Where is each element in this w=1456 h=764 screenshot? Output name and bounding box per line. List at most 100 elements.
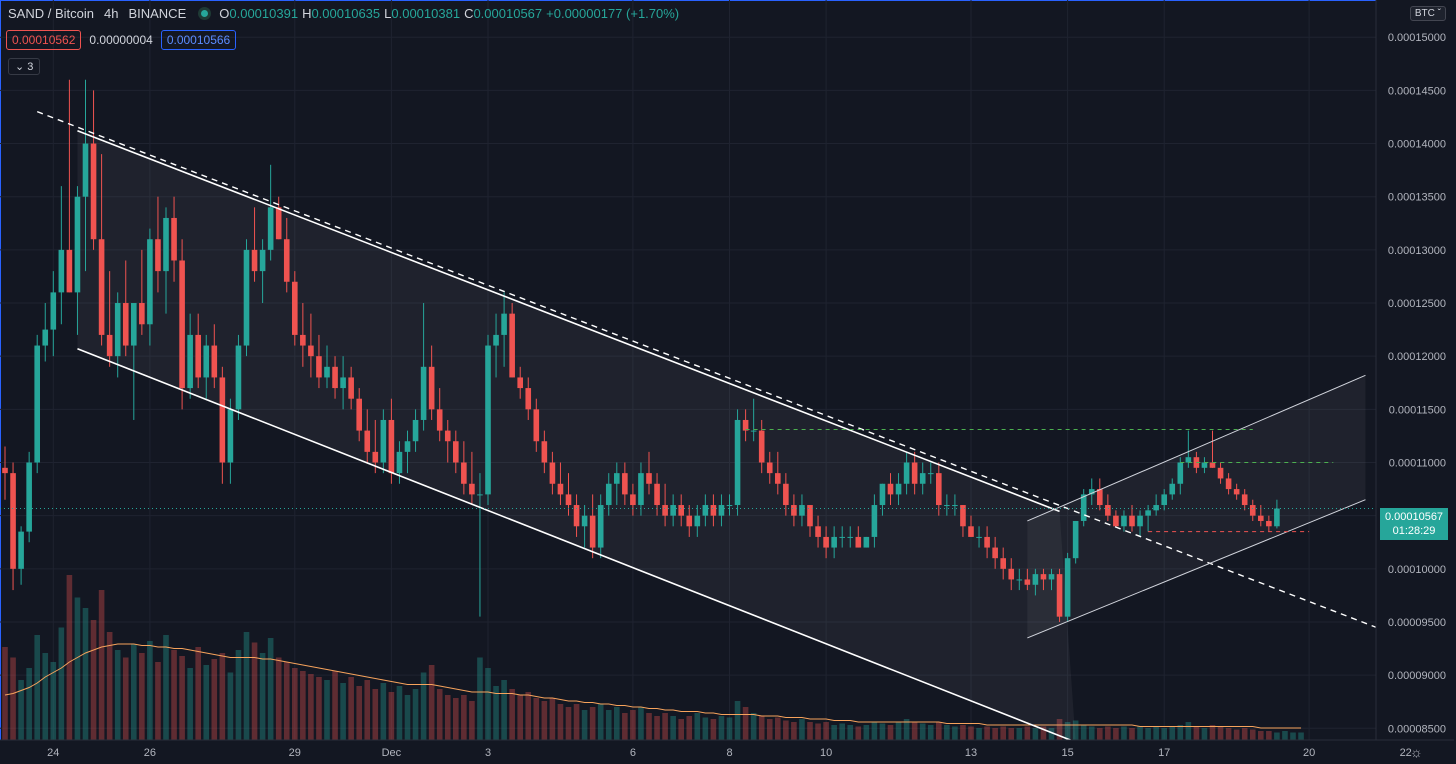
volume-bar	[1048, 728, 1055, 740]
candle	[839, 536, 845, 538]
volume-bar	[356, 686, 362, 740]
drawing-layer[interactable]	[0, 110, 1382, 743]
candle	[58, 249, 65, 293]
candle	[807, 505, 813, 527]
symbol-title[interactable]: SAND / Bitcoin	[8, 6, 94, 21]
trendline-upper	[77, 130, 1060, 513]
price-tick-label: 0.00012500	[1388, 298, 1446, 310]
candle	[1266, 520, 1272, 527]
candle	[646, 473, 652, 484]
volume-bar	[501, 680, 507, 740]
volume-bar	[855, 726, 862, 740]
candle	[525, 388, 532, 410]
close-label: C	[464, 6, 474, 21]
candle	[702, 505, 709, 516]
volume-bar	[944, 725, 950, 740]
volume-bar	[927, 725, 934, 740]
volume-bar	[227, 672, 234, 740]
rising-channel-fill	[1027, 375, 1366, 638]
candle	[292, 281, 298, 335]
candle	[903, 462, 910, 484]
volume-bar	[66, 575, 73, 740]
gear-icon[interactable]: ☼	[1410, 744, 1423, 760]
candle	[952, 505, 958, 507]
bid-button[interactable]: 0.00010562	[6, 30, 82, 50]
candle	[1008, 568, 1015, 580]
candle	[968, 526, 974, 537]
candle	[911, 462, 918, 484]
volume-bar	[1121, 726, 1127, 740]
volume-bar	[1177, 725, 1184, 740]
volume-bar	[1113, 728, 1119, 740]
currency-label: BTC	[1414, 8, 1435, 19]
volume-bar	[251, 642, 258, 740]
volume-bar	[469, 701, 475, 740]
volume-bar	[1201, 728, 1208, 740]
candle	[1048, 574, 1055, 580]
currency-selector[interactable]: BTC ˇ	[1409, 6, 1446, 21]
volume-bar	[1024, 726, 1031, 740]
candle	[686, 515, 693, 527]
candle	[428, 366, 435, 410]
candle	[895, 483, 902, 495]
price-axis[interactable]: 0.00008500 0.00009000 0.00009500 0.00010000…	[1375, 0, 1454, 762]
candle	[332, 366, 338, 389]
price-tick-label: 0.00008500	[1388, 723, 1446, 735]
volume-bar	[807, 722, 813, 740]
time-axis-bg	[0, 740, 1454, 762]
candle	[324, 366, 330, 378]
candle	[372, 451, 379, 463]
time-tick-label: 22	[1400, 747, 1412, 759]
volume-bar	[1137, 726, 1143, 740]
volume-bar	[58, 627, 65, 740]
candle	[74, 196, 81, 293]
volume-bar	[300, 671, 306, 740]
candle	[1064, 558, 1071, 617]
volume-bar	[380, 683, 387, 740]
volume-bar	[332, 671, 338, 740]
volume-bar	[396, 686, 403, 740]
volume-bar	[766, 719, 773, 740]
ask-button[interactable]: 0.00010566	[160, 30, 237, 50]
volume-bar	[348, 677, 354, 740]
interval-label[interactable]: 4h	[103, 6, 119, 21]
candle	[26, 462, 32, 532]
candle	[444, 430, 451, 442]
volume-bar	[187, 668, 193, 740]
candle	[1056, 574, 1063, 617]
candle	[1024, 579, 1031, 585]
price-tick-label: 0.00014500	[1388, 85, 1446, 97]
volume-bar	[936, 722, 942, 740]
candle	[436, 409, 443, 431]
volume-bar	[114, 650, 121, 740]
volume-bar	[131, 644, 137, 740]
candle	[670, 505, 676, 516]
time-axis[interactable]: 24 26 29 Dec 3 6 8 10 13 15 17 20 22	[0, 739, 1454, 762]
candle	[380, 419, 387, 463]
current-price-tag: 0.00010567 01:28:29	[1380, 508, 1448, 540]
change-value: +0.00000177 (+1.70%)	[546, 6, 680, 21]
candle	[66, 249, 73, 293]
candle	[557, 483, 564, 495]
candle	[1201, 462, 1208, 468]
volume-bar	[1169, 726, 1176, 740]
volume-bar	[662, 713, 668, 740]
candle	[155, 239, 161, 272]
price-axis-bg	[1376, 0, 1454, 762]
candle	[919, 473, 926, 484]
indicators-toggle[interactable]: ⌄ 3	[8, 58, 41, 75]
volume-bar	[219, 653, 226, 740]
volume-bar	[1088, 726, 1095, 740]
candle	[1217, 467, 1224, 479]
candle	[114, 303, 121, 357]
volume-bar	[1153, 726, 1159, 740]
candle	[1032, 574, 1039, 585]
candle	[823, 536, 829, 548]
volume-bar	[42, 653, 49, 740]
candle	[243, 249, 250, 346]
volume-bar	[509, 689, 515, 740]
rising-channel-lower	[1027, 499, 1366, 639]
volume-bar	[686, 716, 693, 740]
volume-bar	[1064, 722, 1071, 740]
